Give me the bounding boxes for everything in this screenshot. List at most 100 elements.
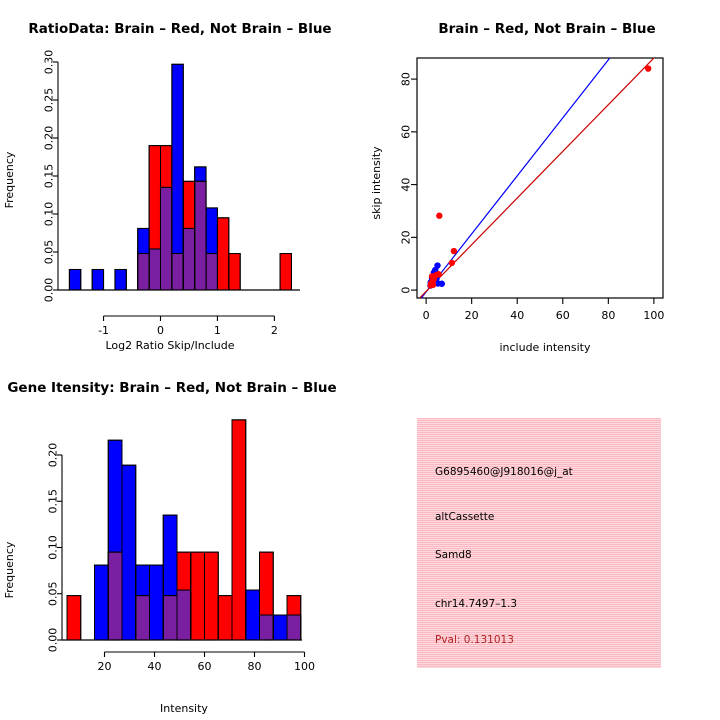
- info-gene-symbol: Samd8: [435, 549, 472, 561]
- y-tick-label: 40: [400, 178, 413, 192]
- gene-histogram-svg: Gene Itensity: Brain – Red, Not Brain – …: [3, 380, 337, 715]
- y-tick-label: 0.00: [43, 278, 56, 303]
- histogram-bar-overlap: [259, 614, 274, 641]
- histogram-bar-overlap: [107, 551, 123, 641]
- x-tick-label: 0: [157, 324, 164, 337]
- y-tick-label: 0.15: [43, 164, 56, 189]
- y-tick-label: 0.05: [43, 240, 56, 265]
- histogram-bar-overlap: [162, 595, 178, 641]
- panel-gene-histogram: Gene Itensity: Brain – Red, Not Brain – …: [0, 360, 360, 720]
- scatter-point-brain: [644, 65, 652, 72]
- histogram-bar-overlap: [148, 248, 162, 291]
- x-tick-label: 40: [148, 660, 162, 673]
- ratio-histogram-axes: [53, 61, 300, 321]
- histogram-bar-brain: [279, 253, 292, 291]
- x-tick-label: 2: [271, 324, 278, 337]
- ratio-histogram-svg: RatioData: Brain – Red, Not Brain – Blue…: [3, 21, 332, 352]
- histogram-bar-brain: [231, 419, 247, 641]
- x-tick-label: -1: [98, 324, 109, 337]
- histogram-bar-overlap: [176, 589, 192, 641]
- x-tick-label: 20: [465, 309, 479, 322]
- info-pval-value: 0.131013: [463, 634, 514, 646]
- histogram-bar-overlap: [194, 180, 207, 291]
- y-tick-label: 0.20: [47, 443, 60, 468]
- gene-histogram-title: Gene Itensity: Brain – Red, Not Brain – …: [7, 380, 336, 396]
- info-event-type: altCassette: [435, 511, 495, 523]
- histogram-bar-overlap: [135, 595, 150, 641]
- x-tick-label: 0: [423, 309, 430, 322]
- histogram-bar-overlap: [137, 253, 150, 291]
- y-tick-label: 0.20: [43, 126, 56, 151]
- info-pval-label: Pval:: [435, 634, 461, 646]
- histogram-bar-brain: [204, 551, 219, 641]
- scatter-point-not-brain: [438, 280, 446, 287]
- histogram-bar-brain: [217, 595, 233, 641]
- x-tick-label: 20: [98, 660, 112, 673]
- histogram-bar-brain: [190, 551, 205, 641]
- gene-histogram-bars: [66, 419, 302, 641]
- x-tick-label: 1: [214, 324, 221, 337]
- histogram-bar-overlap: [171, 253, 184, 291]
- scatter-ylabel: skip intensity: [370, 146, 383, 220]
- x-tick-label: 60: [198, 660, 212, 673]
- histogram-bar-not-brain: [245, 589, 260, 641]
- histogram-bar-not-brain: [149, 564, 164, 641]
- y-tick-label: 0.00: [47, 628, 60, 653]
- scatter-fit-line-not-brain-fit: [420, 58, 611, 298]
- y-tick-label: 80: [400, 72, 413, 86]
- x-tick-label: 100: [294, 660, 315, 673]
- scatter-xlabel: include intensity: [499, 341, 591, 354]
- gene-histogram-ticks: 0.00 0.05 0.10 0.15 0.20 20 40 60 80 100: [47, 443, 316, 673]
- y-tick-label: 60: [400, 125, 413, 139]
- histogram-bar-overlap: [182, 227, 196, 291]
- histogram-bar-not-brain: [68, 268, 82, 291]
- gene-histogram-axes: [57, 454, 306, 657]
- ratio-histogram-ticks: 0.00 0.05 0.10 0.15 0.20 0.25 0.30 -1 0 1 2: [43, 50, 278, 337]
- scatter-fit-line-brain-fit: [418, 58, 655, 298]
- ratio-histogram-xlabel: Log2 Ratio Skip/Include: [105, 339, 234, 352]
- y-tick-label: 0.10: [47, 535, 60, 560]
- info-probe-id: G6895460@J918016@j_at: [435, 466, 573, 478]
- gene-histogram-xlabel: Intensity: [160, 702, 208, 715]
- info-locus: chr14.7497–1.3: [435, 598, 518, 610]
- scatter-point-brain: [436, 212, 443, 219]
- scatter-point-brain: [448, 259, 456, 267]
- ratio-histogram-ylabel: Frequency: [3, 151, 16, 208]
- scatter-points: [427, 65, 652, 289]
- histogram-bar-brain: [228, 253, 241, 291]
- histogram-bar-not-brain: [94, 564, 109, 641]
- y-tick-label: 0.30: [43, 50, 56, 75]
- panel-ratio-histogram: RatioData: Brain – Red, Not Brain – Blue…: [0, 0, 360, 360]
- histogram-bar-not-brain: [114, 268, 127, 291]
- y-tick-label: 0.15: [47, 489, 60, 514]
- histogram-bar-brain: [216, 217, 230, 291]
- y-tick-label: 0.25: [43, 88, 56, 113]
- histogram-bar-not-brain: [91, 268, 105, 291]
- x-tick-label: 80: [248, 660, 262, 673]
- info-pval: Pval: 0.131013: [435, 634, 514, 646]
- histogram-bar-overlap: [286, 614, 302, 641]
- histogram-bar-not-brain: [121, 464, 137, 641]
- probe-info-panel: G6895460@J918016@j_at altCassette Samd8 …: [417, 418, 661, 668]
- x-tick-label: 60: [556, 309, 570, 322]
- ratio-histogram-bars: [68, 63, 292, 291]
- histogram-bar-overlap: [205, 253, 218, 291]
- histogram-bar-overlap: [159, 186, 173, 291]
- scatter-plot-frame: [416, 57, 664, 299]
- y-tick-label: 0: [400, 287, 413, 294]
- scatter-point-brain: [427, 282, 434, 289]
- y-tick-label: 20: [400, 230, 413, 244]
- x-tick-label: 40: [510, 309, 524, 322]
- y-tick-label: 0.10: [43, 202, 56, 227]
- scatter-ticks: 0 20 40 60 80 100 0 20 40 60 80: [400, 72, 665, 322]
- histogram-bar-brain: [66, 595, 82, 641]
- scatter-svg: Brain – Red, Not Brain – Blue include in…: [370, 21, 665, 354]
- scatter-fit-lines: [418, 58, 655, 298]
- y-tick-label: 0.05: [47, 582, 60, 607]
- x-tick-label: 100: [643, 309, 664, 322]
- panel-intensity-scatter: Brain – Red, Not Brain – Blue include in…: [360, 0, 720, 360]
- scatter-box: [411, 57, 664, 304]
- histogram-bar-not-brain: [272, 614, 288, 641]
- ratio-histogram-title: RatioData: Brain – Red, Not Brain – Blue: [28, 21, 331, 37]
